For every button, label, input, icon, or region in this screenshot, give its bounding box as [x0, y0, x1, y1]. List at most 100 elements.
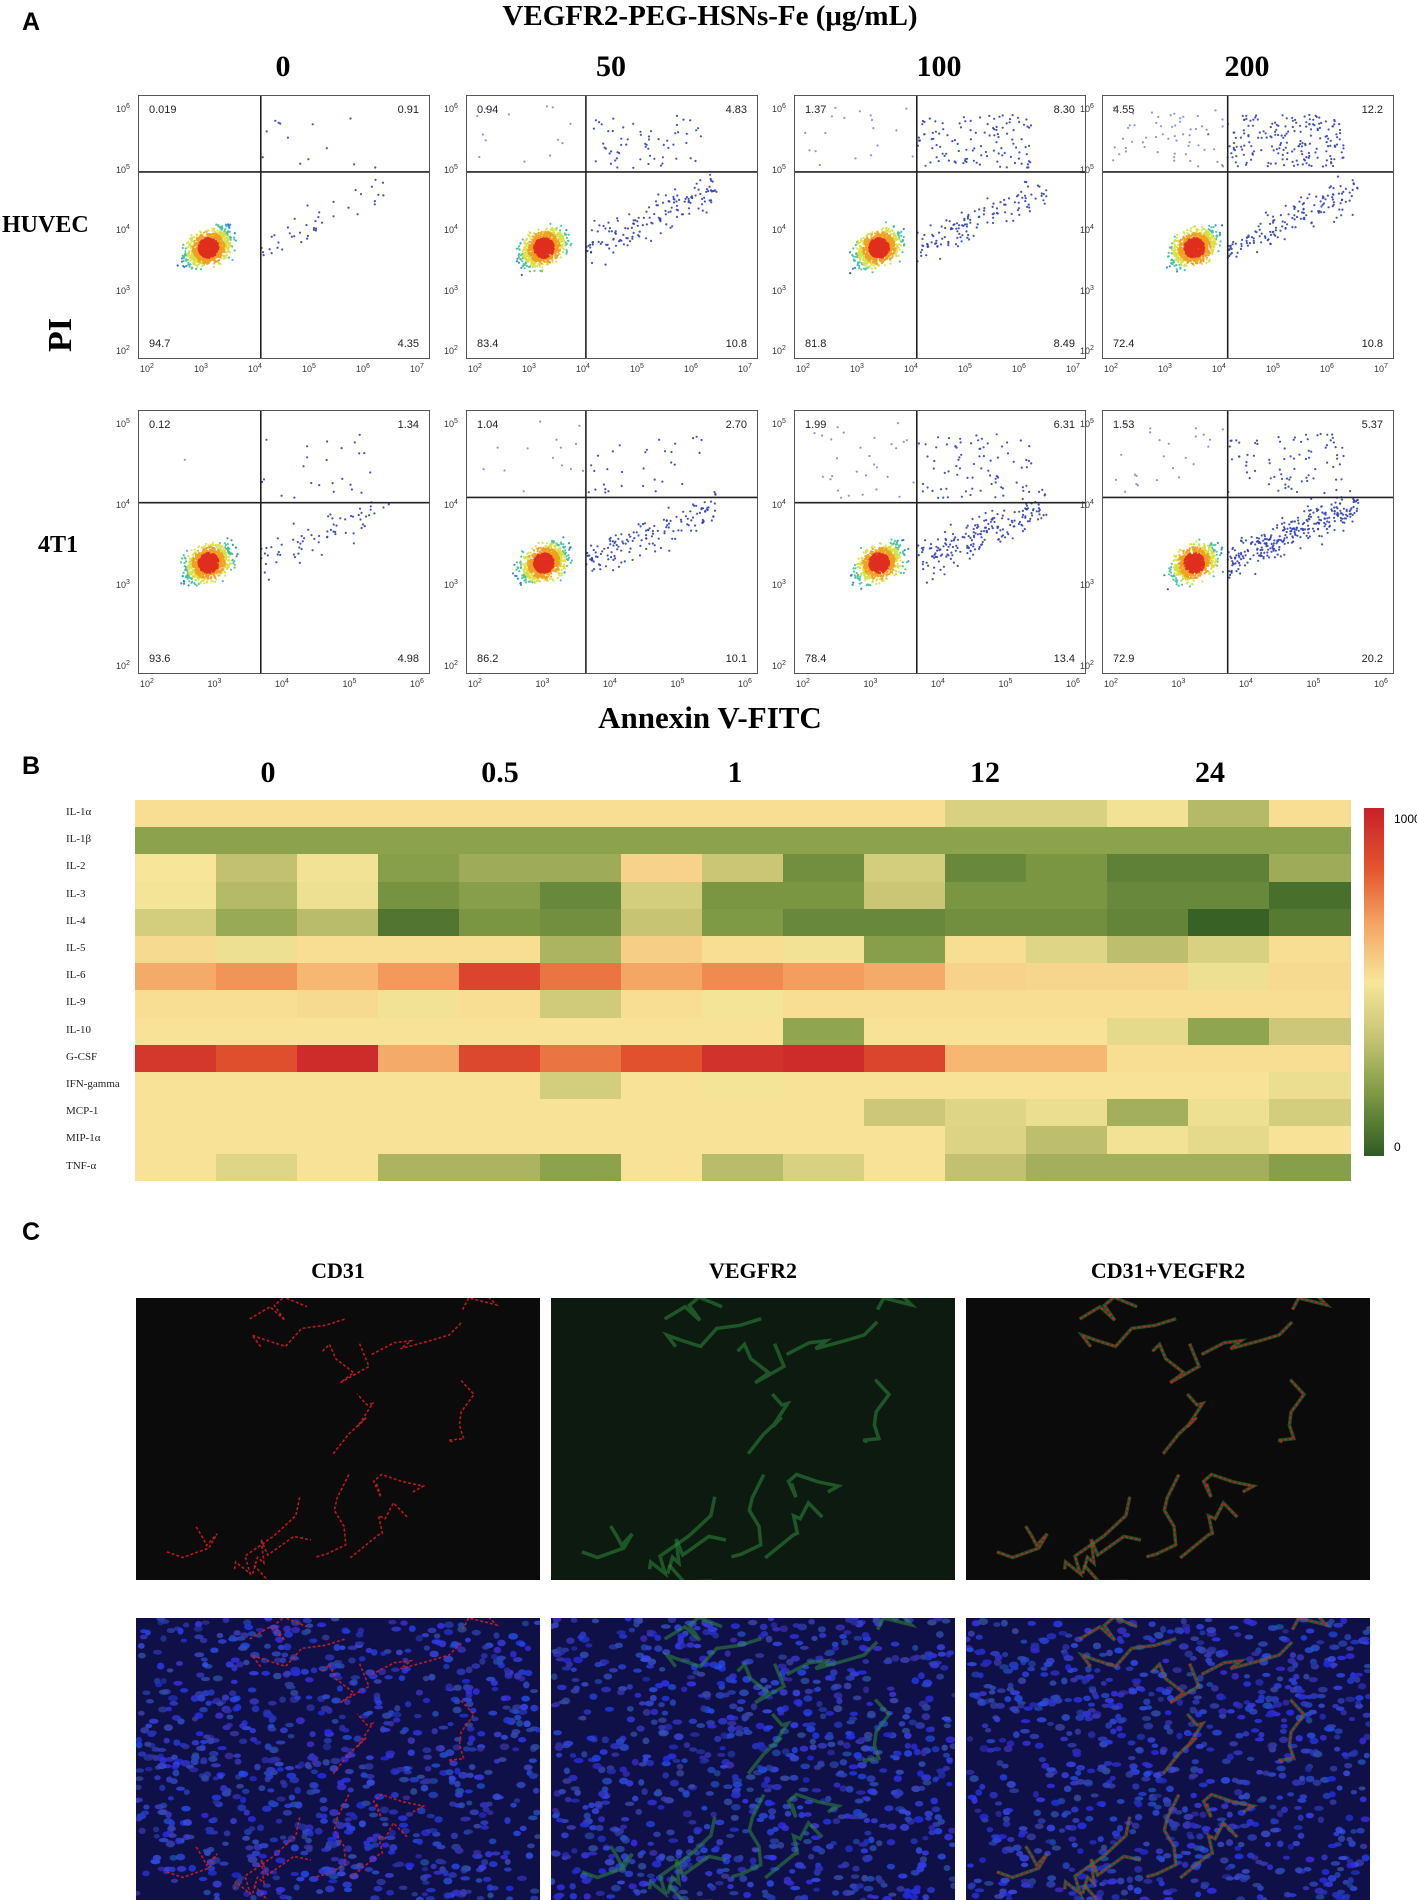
flow-event-dot: [1267, 162, 1269, 164]
flow-event-dot: [194, 240, 196, 242]
flow-event-dot: [859, 242, 861, 244]
flow-event-dot: [893, 226, 895, 228]
flow-event-dot: [655, 200, 657, 202]
flow-event-dot: [958, 227, 960, 229]
flow-event-dot: [925, 254, 927, 256]
flow-event-dot: [938, 232, 940, 234]
flow-event-dot: [1330, 162, 1332, 164]
flow-event-dot: [967, 214, 969, 216]
panel-letter-b: B: [22, 752, 40, 781]
flow-event-dot: [230, 239, 232, 241]
flow-event-dot: [1233, 132, 1235, 134]
flow-event-dot: [1330, 185, 1332, 187]
flow-event-dot: [678, 199, 680, 201]
flow-event-dot: [701, 203, 703, 205]
flow-event-dot: [1301, 142, 1303, 144]
flow-event-dot: [537, 229, 539, 231]
flow-event-dot: [949, 220, 951, 222]
flow-event-dot: [942, 128, 944, 130]
flow-event-dot: [676, 209, 678, 211]
flow-event-dot: [1338, 193, 1340, 195]
flow-event-dot: [924, 165, 926, 167]
flow-event-dot: [677, 131, 679, 133]
flow-event-dot: [1356, 187, 1358, 189]
flow-event-dot: [656, 204, 658, 206]
flow-event-dot: [349, 117, 351, 119]
flow-event-dot: [1240, 243, 1242, 245]
flow-event-dot: [1185, 153, 1187, 155]
flow-event-dot: [668, 211, 670, 213]
flow-event-dot: [1332, 187, 1334, 189]
flow-event-dot: [278, 122, 280, 124]
flow-event-dot: [1299, 125, 1301, 127]
flow-event-dot: [1247, 125, 1249, 127]
flow-event-dot: [228, 257, 230, 259]
flow-event-dot: [865, 267, 867, 269]
flow-event-dot: [569, 123, 571, 125]
y-tick-exponent: 3: [782, 285, 786, 292]
flow-event-dot: [970, 138, 972, 140]
flow-event-dot: [970, 129, 972, 131]
flow-event-dot: [1027, 185, 1029, 187]
flow-event-dot: [664, 210, 666, 212]
flow-event-dot: [965, 230, 967, 232]
flow-plot-canvas: [139, 96, 429, 358]
flow-event-dot: [271, 252, 273, 254]
flow-event-dot: [1340, 214, 1342, 216]
flow-event-dot: [977, 223, 979, 225]
x-tick-label: 103: [522, 363, 536, 374]
flow-event-dot: [549, 223, 551, 225]
flow-event-dot: [187, 259, 189, 261]
flow-event-dot: [1042, 199, 1044, 201]
flow-event-dot: [1211, 231, 1213, 233]
flow-event-dot: [377, 194, 379, 196]
flow-event-dot: [675, 200, 677, 202]
flow-event-dot: [684, 198, 686, 200]
x-tick-label: 107: [410, 363, 424, 374]
flow-event-dot: [1272, 231, 1274, 233]
flow-event-dot: [912, 155, 914, 157]
flow-event-dot: [1006, 166, 1008, 168]
quadrant-lower-left: 94.7: [149, 338, 170, 350]
flow-event-dot: [1006, 133, 1008, 135]
flow-event-dot: [1131, 141, 1133, 143]
x-tick-exponent: 6: [1022, 363, 1026, 370]
flow-event-dot: [629, 240, 631, 242]
flow-event-dot: [662, 202, 664, 204]
flow-event-dot: [1342, 147, 1344, 149]
flow-event-dot: [527, 242, 529, 244]
flow-event-dot: [598, 121, 600, 123]
flow-event-dot: [961, 240, 963, 242]
flow-event-dot: [374, 200, 376, 202]
flow-event-dot: [592, 243, 594, 245]
flow-event-dot: [1293, 148, 1295, 150]
flow-event-dot: [196, 234, 198, 236]
flow-event-dot: [1215, 224, 1217, 226]
flow-event-dot: [973, 160, 975, 162]
flow-event-dot: [1257, 137, 1259, 139]
flow-event-dot: [923, 121, 925, 123]
flow-event-dot: [533, 270, 535, 272]
flow-event-dot: [1275, 229, 1277, 231]
flow-event-dot: [871, 268, 873, 270]
flow-event-dot: [1045, 195, 1047, 197]
flow-event-dot: [1334, 145, 1336, 147]
flow-event-dot: [1236, 146, 1238, 148]
flow-event-dot: [891, 255, 893, 257]
flow-event-dot: [382, 194, 384, 196]
flow-event-dot: [931, 241, 933, 243]
flow-event-dot: [1030, 194, 1032, 196]
flow-event-dot: [1303, 202, 1305, 204]
flow-event-dot: [1291, 226, 1293, 228]
flow-event-dot: [1246, 242, 1248, 244]
flow-event-dot: [698, 207, 700, 209]
flow-event-dot: [1308, 157, 1310, 159]
y-tick-label: 105: [444, 164, 458, 175]
flow-event-dot: [1342, 144, 1344, 146]
flow-event-dot: [224, 228, 226, 230]
quadrant-upper-right: 4.83: [726, 104, 747, 116]
flow-event-dot: [1294, 206, 1296, 208]
flow-event-dot: [1270, 163, 1272, 165]
flow-event-dot: [1175, 249, 1177, 251]
flow-event-dot: [710, 178, 712, 180]
